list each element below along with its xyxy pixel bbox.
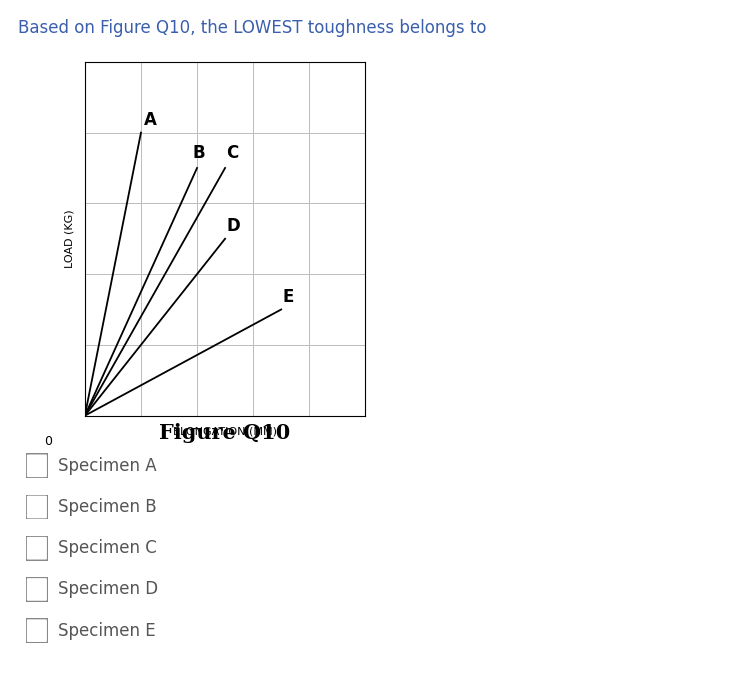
- FancyBboxPatch shape: [26, 577, 48, 602]
- Text: A: A: [144, 111, 156, 129]
- Text: Specimen E: Specimen E: [58, 622, 155, 640]
- Text: Specimen B: Specimen B: [58, 498, 156, 516]
- Y-axis label: LOAD (KG): LOAD (KG): [64, 210, 75, 268]
- FancyBboxPatch shape: [26, 495, 48, 519]
- Text: C: C: [227, 144, 238, 162]
- FancyBboxPatch shape: [26, 536, 48, 561]
- Text: B: B: [193, 144, 205, 162]
- FancyBboxPatch shape: [26, 453, 48, 478]
- Text: Specimen D: Specimen D: [58, 581, 158, 598]
- Text: D: D: [227, 217, 240, 235]
- Text: Based on Figure Q10, the LOWEST toughness belongs to: Based on Figure Q10, the LOWEST toughnes…: [18, 19, 487, 37]
- FancyBboxPatch shape: [26, 618, 48, 643]
- Text: Specimen C: Specimen C: [58, 539, 156, 557]
- Text: 0: 0: [44, 435, 52, 448]
- Text: Figure Q10: Figure Q10: [159, 423, 291, 442]
- Text: E: E: [283, 288, 294, 306]
- X-axis label: ELONGATION (MM): ELONGATION (MM): [173, 426, 277, 436]
- Text: Specimen A: Specimen A: [58, 457, 156, 475]
